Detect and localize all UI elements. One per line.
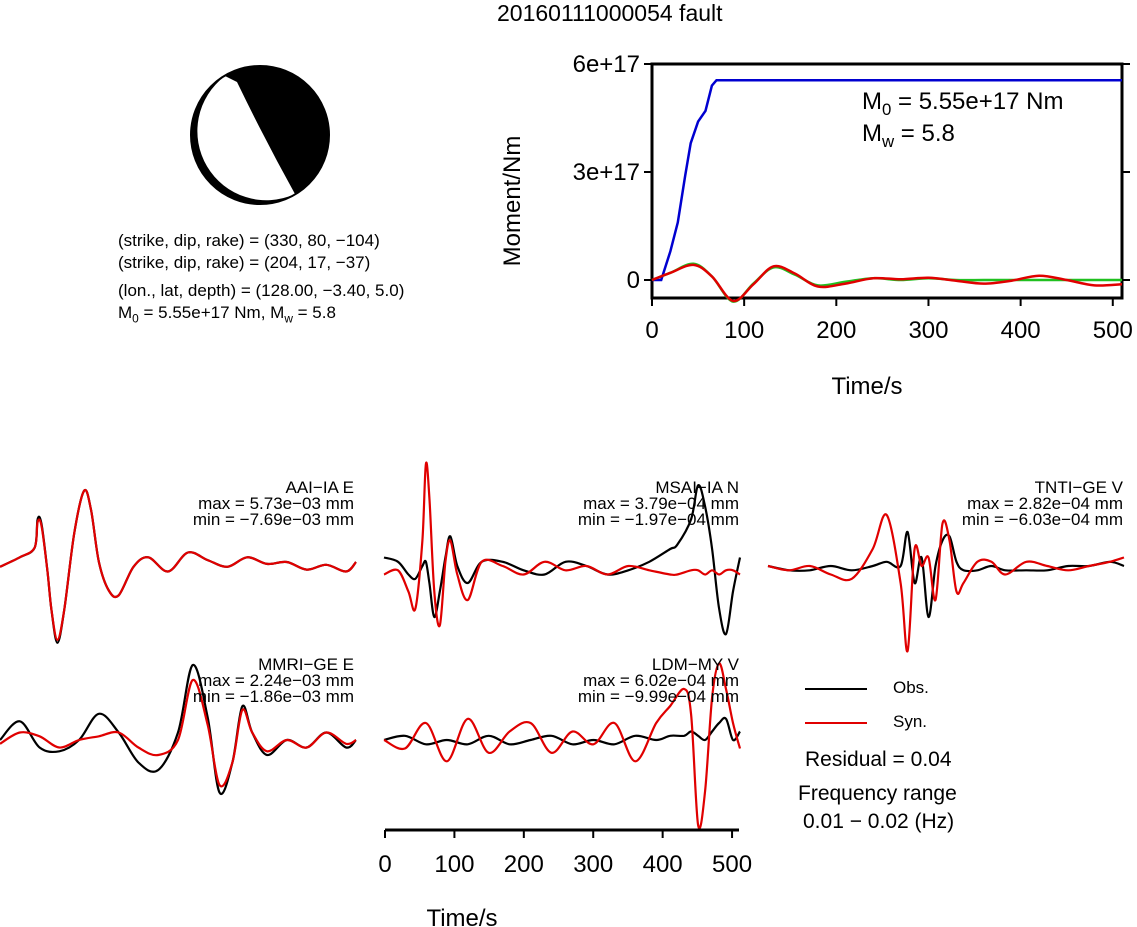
x-tick-label-4: 400 xyxy=(1001,317,1041,344)
hypocenter-location: (lon., lat, depth) = (128.00, −3.40, 5.0… xyxy=(118,281,405,300)
figure-title: 20160111000054 fault xyxy=(497,0,723,26)
obs-trace-2 xyxy=(767,530,1125,619)
legend-syn-label: Syn. xyxy=(893,712,928,731)
moment-rate-red-line xyxy=(651,263,1123,303)
legend-obs-label: Obs. xyxy=(893,678,929,697)
wave-x-tick-label-2: 200 xyxy=(504,851,544,878)
wave-x-tick-label-4: 400 xyxy=(643,851,683,878)
x-axis-label: Time/s xyxy=(831,373,902,400)
moment-plot: 0 100 200 300 400 500 0 3e+17 6e+17 Time/s Moment/… xyxy=(499,51,1133,400)
wave-x-axis-label: Time/s xyxy=(426,905,497,927)
nodal-plane-1: (strike, dip, rake) = (330, 80, −104) xyxy=(118,231,380,250)
syn-trace-1 xyxy=(383,461,741,628)
moment-summary: M0 = 5.55e+17 Nm, Mw = 5.8 xyxy=(118,303,336,326)
obs-trace-4 xyxy=(383,716,741,746)
focal-info: (strike, dip, rake) = (330, 80, −104) (s… xyxy=(118,230,404,329)
syn-trace-0 xyxy=(0,488,357,642)
y-tick-label-2: 6e+17 xyxy=(573,51,640,78)
x-tick-label-1: 100 xyxy=(724,317,764,344)
y-tick-label-1: 3e+17 xyxy=(573,159,640,186)
waveform-plots: 0 100 200 300 400 500 Time/s xyxy=(0,461,1125,927)
x-tick-label-2: 200 xyxy=(816,317,856,344)
beachball-icon xyxy=(190,65,330,205)
wave-x-tick-label-0: 0 xyxy=(378,851,391,878)
x-tick-label-0: 0 xyxy=(645,317,658,344)
moment-annotation-mw: Mw = 5.8 xyxy=(862,120,955,151)
moment-annotation-m0: M0 = 5.55e+17 Nm xyxy=(862,88,1064,119)
x-tick-label-5: 500 xyxy=(1093,317,1133,344)
moment-rate-green-line xyxy=(651,262,1122,303)
syn-trace-4 xyxy=(383,662,742,830)
legend-obs-line xyxy=(805,688,867,690)
moment-plot-frame xyxy=(650,62,1124,300)
obs-trace-1 xyxy=(383,484,742,636)
syn-trace-2 xyxy=(767,513,1125,653)
legend-syn-line xyxy=(805,722,867,724)
x-tick-label-3: 300 xyxy=(908,317,948,344)
residual-text: Residual = 0.04 xyxy=(805,748,952,771)
wave-x-tick-label-1: 100 xyxy=(434,851,474,878)
nodal-plane-2: (strike, dip, rake) = (204, 17, −37) xyxy=(118,253,371,272)
frequency-label: Frequency range xyxy=(798,782,957,805)
wave-x-tick-label-3: 300 xyxy=(573,851,613,878)
y-tick-label-0: 0 xyxy=(627,267,640,294)
syn-trace-3 xyxy=(0,678,357,788)
wave-x-tick-label-5: 500 xyxy=(712,851,752,878)
frequency-value: 0.01 − 0.02 (Hz) xyxy=(803,810,955,833)
y-axis-label: Moment/Nm xyxy=(499,136,526,267)
cumulative-moment-line xyxy=(652,78,1122,282)
